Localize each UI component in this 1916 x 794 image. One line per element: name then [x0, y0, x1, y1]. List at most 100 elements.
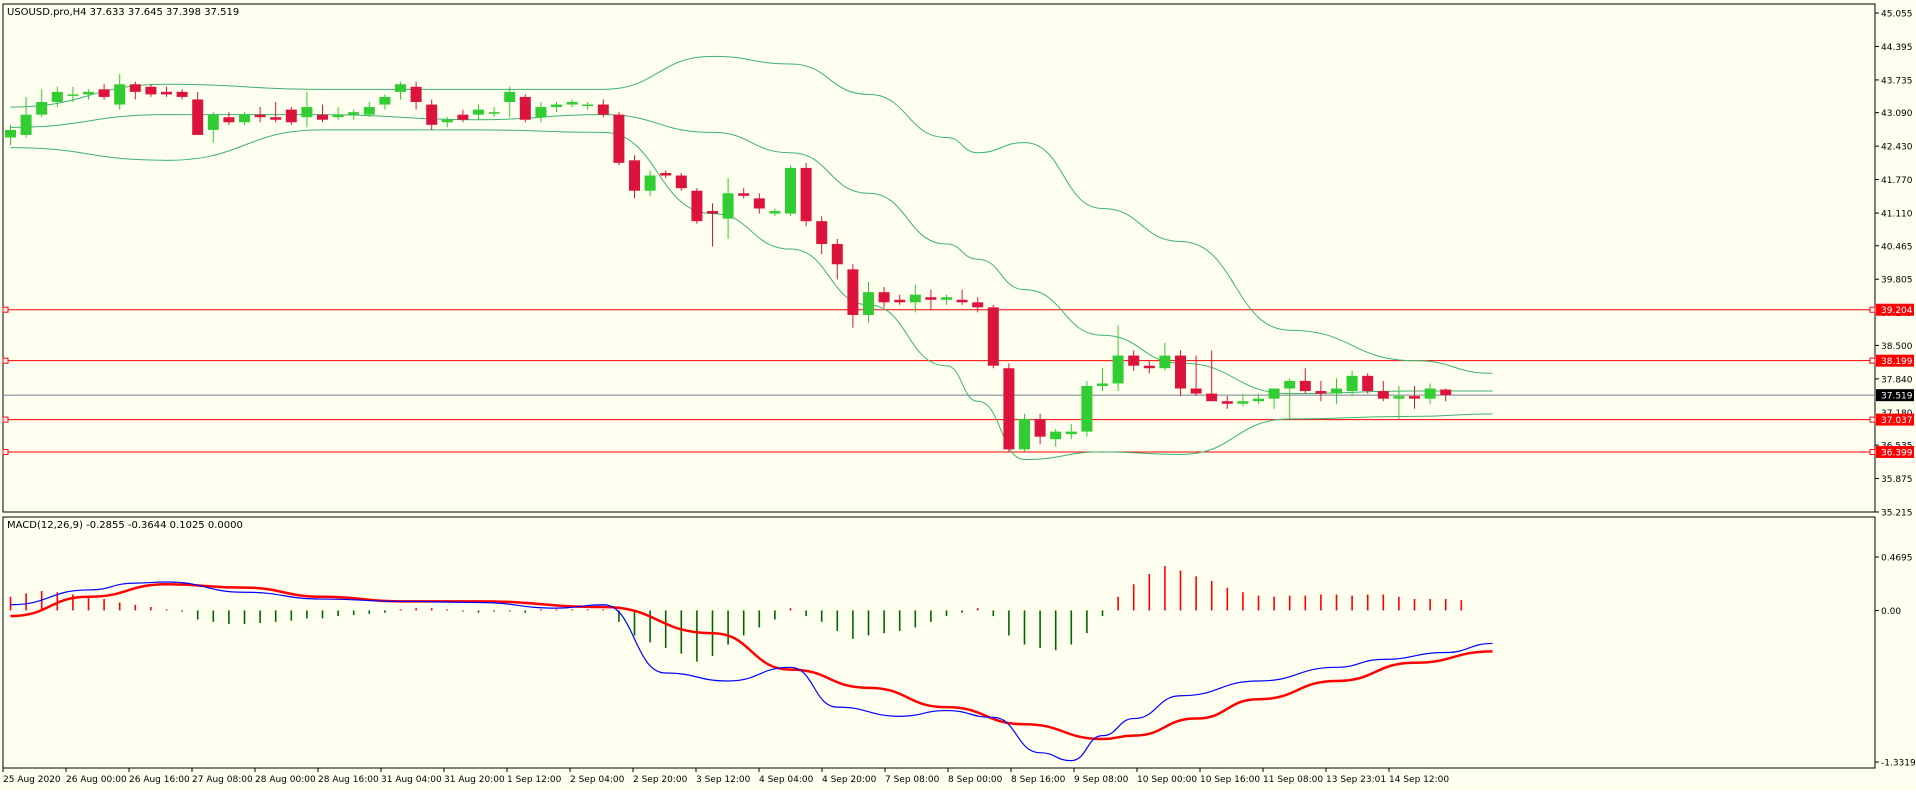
candle-33 — [519, 94, 531, 123]
candle-body — [660, 172, 672, 176]
candle-body — [239, 114, 250, 123]
candle-46 — [722, 178, 734, 239]
candle-11 — [176, 89, 188, 100]
candle-66 — [1034, 413, 1046, 445]
candle-body — [98, 89, 110, 97]
candle-body — [1284, 380, 1296, 389]
bollinger-middle — [10, 114, 1493, 395]
candle-body — [1331, 388, 1342, 394]
macd-tick-label: -1.3319 — [1881, 759, 1916, 769]
candle-body — [941, 297, 952, 300]
candle-body — [317, 114, 328, 120]
macd-tick-label: 0.00 — [1881, 607, 1901, 617]
candle-body — [691, 190, 703, 222]
current-price-tag-bg — [1876, 389, 1914, 402]
candle-body — [1299, 380, 1311, 392]
time-tick-label: 11 Sep 08:00 — [1263, 775, 1323, 785]
time-tick-label: 13 Sep 23:01 — [1326, 775, 1386, 785]
price-tick-label: 38.500 — [1881, 342, 1913, 352]
candle-58 — [909, 284, 921, 313]
candle-82 — [1284, 378, 1296, 419]
candle-9 — [145, 84, 157, 97]
candle-body — [1409, 396, 1420, 399]
level-price-tag-bg — [1876, 303, 1914, 316]
time-tick-label: 8 Sep 16:00 — [1011, 775, 1066, 785]
candle-84 — [1315, 380, 1327, 402]
time-tick-label: 4 Sep 20:00 — [822, 775, 877, 785]
macd-panel-frame — [2, 516, 1876, 769]
candle-13 — [207, 112, 219, 143]
time-tick-label: 31 Aug 04:00 — [381, 775, 442, 785]
time-tick-label: 9 Sep 08:00 — [1074, 775, 1129, 785]
candle-body — [738, 193, 750, 196]
candle-92 — [1440, 388, 1452, 402]
candle-74 — [1159, 342, 1171, 371]
candle-body — [426, 104, 438, 125]
candle-body — [566, 101, 578, 105]
candle-body — [254, 114, 266, 118]
candle-body — [847, 269, 859, 315]
candle-body — [348, 112, 360, 115]
level-price-tag: 36.399 — [1881, 448, 1913, 458]
candle-15 — [239, 112, 250, 125]
candle-body — [613, 114, 625, 163]
candle-69 — [1081, 380, 1093, 437]
candle-79 — [1237, 393, 1249, 407]
candle-70 — [1097, 368, 1108, 392]
candle-body — [223, 117, 235, 123]
level-handle-left-2 — [2, 416, 9, 423]
candle-25 — [395, 81, 406, 100]
candle-47 — [738, 188, 750, 199]
candle-body — [1159, 355, 1171, 369]
candle-2 — [36, 89, 48, 118]
time-tick-label: 31 Aug 20:00 — [444, 775, 505, 785]
level-handle-right-0 — [1869, 306, 1876, 313]
candle-83 — [1299, 368, 1311, 394]
candle-29 — [457, 109, 469, 123]
macd-header: MACD(12,26,9) -0.2855 -0.3644 0.1025 0.0… — [7, 520, 243, 531]
level-handle-right-2 — [1869, 416, 1876, 423]
price-tick-label: 40.465 — [1881, 242, 1913, 252]
price-tick-label: 42.430 — [1881, 143, 1913, 153]
candle-60 — [941, 294, 952, 305]
candle-body — [1112, 355, 1124, 384]
level-price-tag: 37.037 — [1881, 416, 1913, 426]
candle-body — [987, 307, 999, 366]
candle-body — [36, 101, 48, 115]
candle-body — [1377, 391, 1389, 399]
candle-5 — [83, 89, 94, 100]
time-tick-label: 2 Sep 20:00 — [633, 775, 688, 785]
candle-12 — [192, 91, 204, 135]
candle-body — [129, 84, 141, 92]
price-tick-label: 39.805 — [1881, 276, 1913, 286]
candle-body — [301, 107, 313, 118]
candle-23 — [363, 101, 375, 118]
candle-body — [1346, 375, 1358, 392]
candle-1 — [20, 96, 32, 138]
candle-63 — [987, 304, 999, 369]
candle-body — [816, 221, 828, 244]
candle-75 — [1175, 350, 1186, 397]
candle-body — [1190, 388, 1202, 394]
candle-28 — [441, 117, 453, 128]
candle-44 — [691, 188, 703, 224]
candle-19 — [301, 91, 313, 128]
candle-body — [1268, 388, 1280, 399]
candle-body — [1081, 385, 1093, 432]
candle-89 — [1393, 385, 1405, 419]
candle-body — [410, 86, 422, 102]
candle-78 — [1221, 396, 1233, 409]
candle-body — [145, 86, 157, 95]
candle-85 — [1331, 378, 1342, 404]
time-tick-label: 26 Aug 00:00 — [66, 775, 127, 785]
candle-56 — [878, 287, 890, 308]
time-tick-label: 27 Aug 08:00 — [192, 775, 253, 785]
candle-91 — [1424, 383, 1436, 404]
candle-55 — [863, 282, 874, 323]
candle-body — [1237, 401, 1249, 404]
candle-20 — [317, 104, 328, 123]
time-tick-label: 8 Sep 00:00 — [948, 775, 1003, 785]
candle-21 — [332, 107, 344, 120]
candle-67 — [1050, 429, 1062, 447]
